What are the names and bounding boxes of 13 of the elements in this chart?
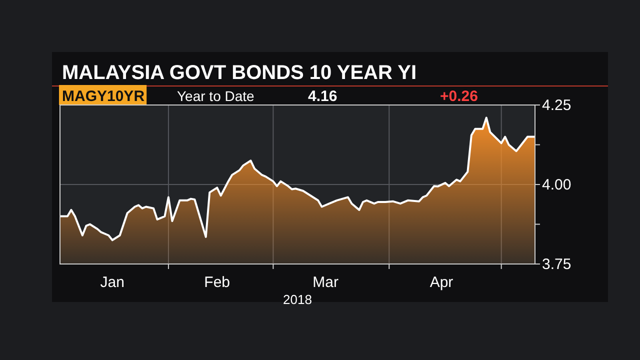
text: Year to Date: [177, 88, 255, 104]
x-tick-label: Apr: [430, 274, 454, 291]
x-tick-label: Jan: [100, 274, 124, 291]
y-tick-label: 4.25: [542, 97, 572, 114]
y-tick-label: 4.00: [542, 176, 572, 194]
x-axis-title: 2018: [283, 292, 312, 307]
chart-title: MALAYSIA GOVT BONDS 10 YEAR YI: [62, 62, 417, 84]
x-tick-label: Feb: [204, 274, 230, 291]
x-tick-label: Mar: [312, 274, 338, 291]
y-tick-label: 3.75: [542, 256, 572, 273]
annotation: MAGY10YR: [62, 88, 145, 105]
annotation: +0.26: [440, 88, 478, 105]
annotation: 4.16: [308, 88, 338, 105]
